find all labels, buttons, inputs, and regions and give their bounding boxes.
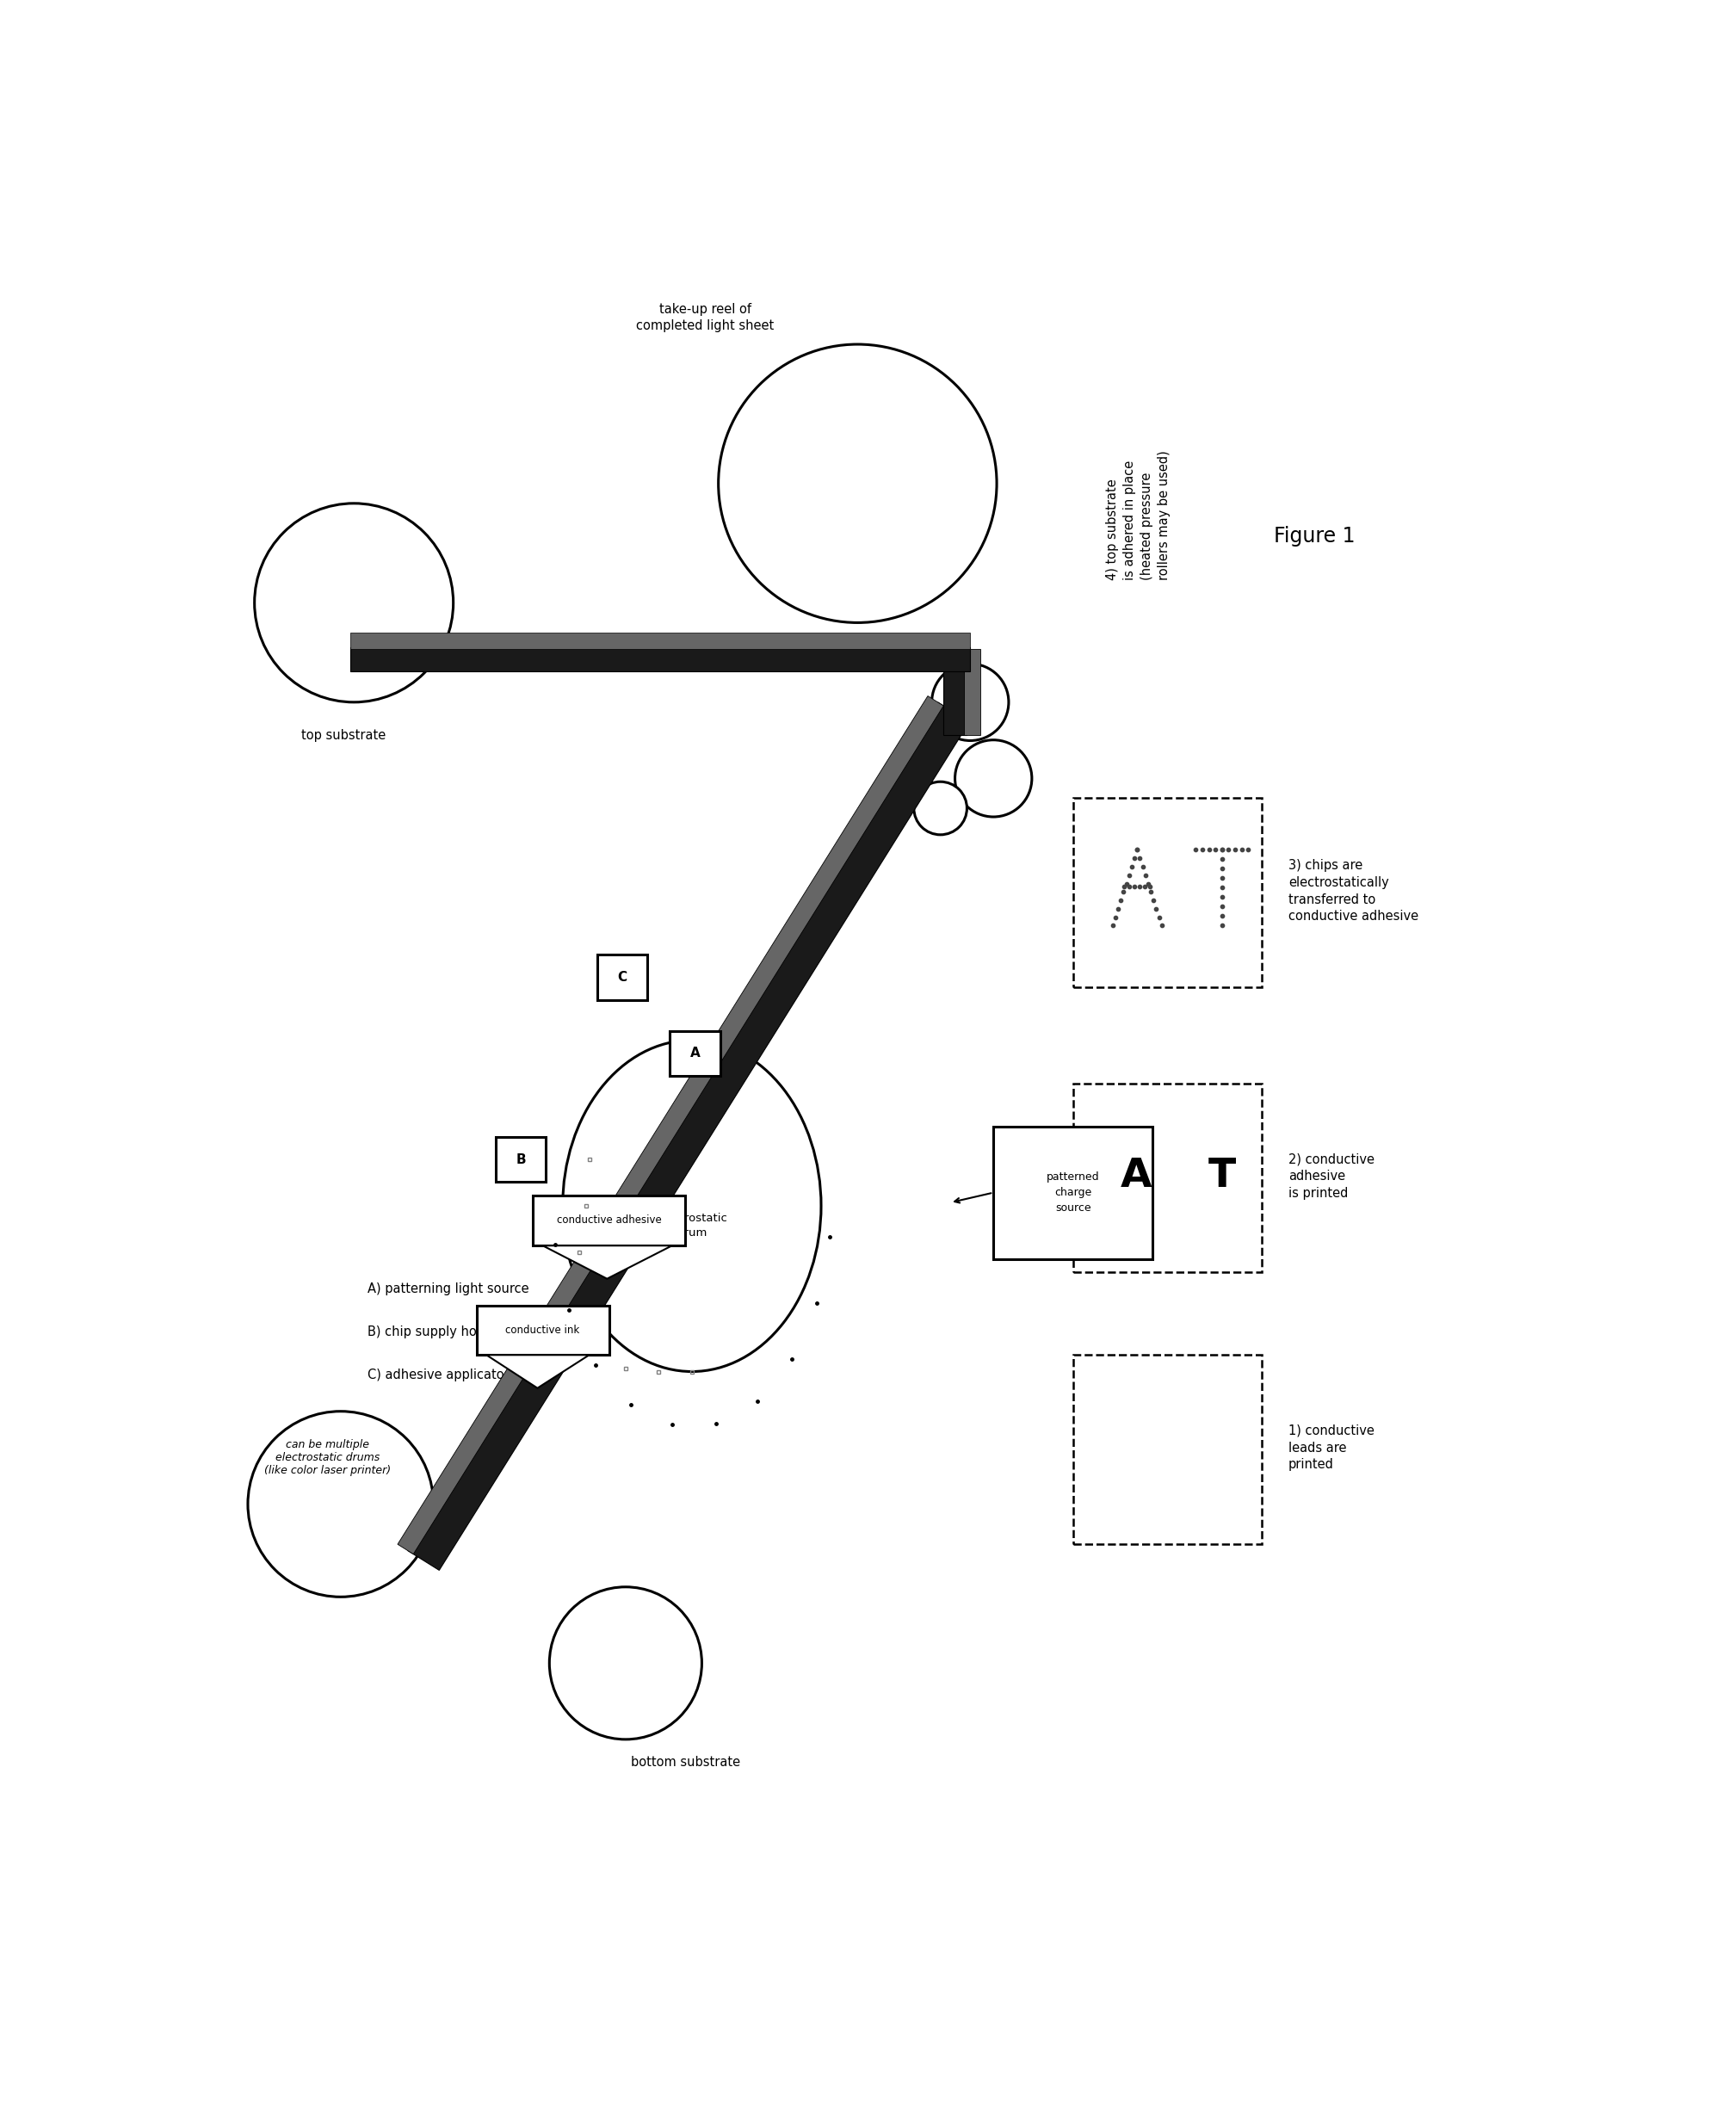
Bar (993, 1127, 1153, 1258)
Text: 1) conductive
leads are
printed: 1) conductive leads are printed (1288, 1424, 1375, 1471)
Polygon shape (398, 695, 944, 1555)
Bar (496, 1138, 547, 1182)
Ellipse shape (562, 1041, 821, 1372)
Bar (1073, 799, 1262, 988)
Circle shape (913, 782, 967, 834)
Polygon shape (351, 647, 970, 670)
Text: Figure 1: Figure 1 (1274, 527, 1356, 548)
Polygon shape (944, 649, 967, 735)
Text: bottom substrate: bottom substrate (630, 1755, 740, 1770)
Bar (476, 1304, 609, 1355)
Text: top substrate: top substrate (302, 729, 385, 742)
Text: conductive ink: conductive ink (505, 1325, 580, 1336)
Text: C: C (618, 971, 627, 984)
Bar (670, 1030, 720, 1077)
Text: A) patterning light source: A) patterning light source (366, 1283, 529, 1296)
Text: B: B (516, 1153, 526, 1165)
Polygon shape (351, 632, 970, 649)
Text: 4) top substrate
is adhered in place
(heated pressure
rollers may be used): 4) top substrate is adhered in place (he… (1106, 451, 1170, 579)
Bar (597, 954, 648, 1001)
Circle shape (719, 343, 996, 624)
Circle shape (549, 1587, 701, 1740)
Bar (1073, 1083, 1262, 1273)
Circle shape (955, 740, 1031, 818)
Polygon shape (486, 1355, 589, 1389)
Circle shape (932, 664, 1009, 742)
Text: conductive adhesive: conductive adhesive (557, 1216, 661, 1226)
Text: electrostatic
drum: electrostatic drum (656, 1214, 727, 1239)
Text: B) chip supply hopper: B) chip supply hopper (366, 1325, 505, 1338)
Text: A: A (691, 1047, 700, 1060)
Text: T: T (1208, 1157, 1236, 1195)
Bar (533, 1197, 686, 1245)
Text: can be multiple
electrostatic drums
(like color laser printer): can be multiple electrostatic drums (lik… (264, 1439, 391, 1477)
Text: 3) chips are
electrostatically
transferred to
conductive adhesive: 3) chips are electrostatically transferr… (1288, 860, 1418, 923)
Polygon shape (543, 1245, 672, 1279)
Text: C) adhesive applicator: C) adhesive applicator (366, 1367, 509, 1382)
Text: patterned
charge
source: patterned charge source (1047, 1171, 1099, 1214)
Text: A: A (1120, 1157, 1151, 1195)
Polygon shape (408, 702, 969, 1570)
Text: 2) conductive
adhesive
is printed: 2) conductive adhesive is printed (1288, 1153, 1375, 1199)
Text: take-up reel of
completed light sheet: take-up reel of completed light sheet (635, 303, 774, 333)
Bar (1073, 1355, 1262, 1544)
Circle shape (255, 504, 453, 702)
Polygon shape (963, 649, 981, 735)
Circle shape (248, 1412, 434, 1597)
